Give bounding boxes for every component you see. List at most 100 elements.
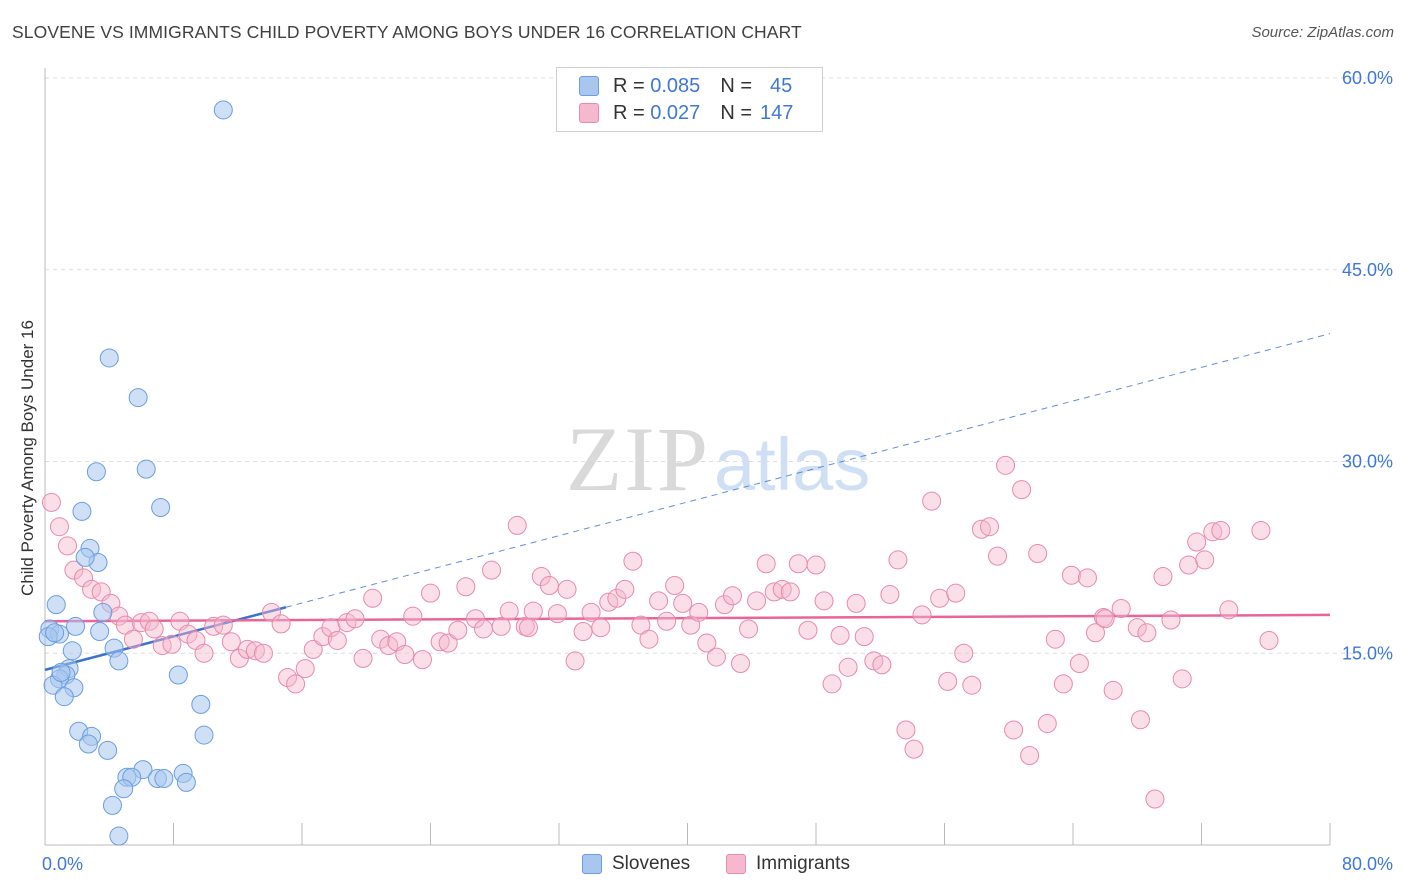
- immigrant-point: [1111, 599, 1131, 619]
- immigrant-point: [739, 619, 759, 639]
- immigrant-point: [838, 657, 858, 677]
- immigrant-point: [979, 517, 999, 537]
- slovene-point: [54, 687, 74, 707]
- immigrant-point: [1187, 532, 1207, 552]
- immigrant-point: [731, 653, 751, 673]
- immigrant-point: [123, 629, 143, 649]
- immigrant-point: [788, 554, 808, 574]
- immigrant-swatch: [579, 103, 599, 123]
- immigrant-point: [1130, 710, 1150, 730]
- immigrant-point: [1161, 610, 1181, 630]
- immigrant-point: [523, 601, 543, 621]
- immigrant-point: [756, 554, 776, 574]
- immigrant-point: [57, 536, 77, 556]
- watermark-atlas: atlas: [714, 423, 870, 506]
- n-value: 45: [770, 74, 793, 97]
- immigrant-point: [1219, 600, 1239, 620]
- immigrant-point: [539, 575, 559, 595]
- immigrant-point: [872, 655, 892, 675]
- x-tick-label: 80.0%: [1342, 854, 1393, 874]
- slovene-point: [213, 100, 233, 120]
- immigrant-point: [888, 550, 908, 570]
- immigrant-point: [896, 720, 916, 740]
- immigrant-point: [371, 629, 391, 649]
- slovene-point: [102, 795, 122, 815]
- immigrant-point: [591, 618, 611, 638]
- n-value: 147: [760, 101, 794, 124]
- immigrant-point: [245, 641, 265, 661]
- chart-title: SLOVENE VS IMMIGRANTS CHILD POVERTY AMON…: [12, 22, 802, 42]
- axes: [44, 68, 1331, 846]
- immigrant-point: [547, 604, 567, 624]
- immigrant-point: [518, 618, 538, 638]
- immigrant-point: [930, 588, 950, 608]
- slovene-point: [136, 459, 156, 479]
- immigrant-point: [798, 620, 818, 640]
- immigrant-point: [806, 555, 826, 575]
- immigrant-point: [465, 609, 485, 629]
- immigrant-point: [814, 591, 834, 611]
- immigrant-point: [49, 517, 69, 537]
- immigrant-point: [1061, 565, 1081, 585]
- y-tick-label: 30.0%: [1342, 452, 1393, 472]
- immigrant-point: [213, 615, 233, 635]
- slovene-point: [109, 651, 129, 671]
- immigrant-point: [1153, 567, 1173, 587]
- immigrant-point: [665, 575, 685, 595]
- immigrant-point: [1251, 521, 1271, 541]
- immigrant-point: [764, 582, 784, 602]
- y-tick-label: 45.0%: [1342, 260, 1393, 280]
- immigrant-point: [194, 643, 214, 663]
- slovene-point: [151, 498, 171, 518]
- immigrant-point: [1045, 629, 1065, 649]
- immigrant-point: [706, 647, 726, 667]
- slovene-points: [38, 100, 233, 846]
- immigrant-point: [144, 619, 164, 639]
- r-value: 0.085: [650, 74, 701, 97]
- slovene-point: [51, 662, 71, 682]
- immigrant-point: [830, 625, 850, 645]
- legend-item-immigrants[interactable]: Immigrants: [726, 850, 850, 878]
- immigrant-point: [996, 455, 1016, 475]
- immigrant-point: [1195, 550, 1215, 570]
- immigrant-point: [962, 675, 982, 695]
- immigrant-swatch: [726, 854, 746, 874]
- immigrant-point: [722, 586, 742, 606]
- immigrant-point: [74, 568, 94, 588]
- immigrant-point: [565, 651, 585, 671]
- immigrant-point: [1203, 522, 1223, 542]
- immigrant-point: [557, 579, 577, 599]
- r-label: R =: [613, 101, 645, 124]
- immigrant-point: [689, 602, 709, 622]
- immigrant-point: [286, 674, 306, 694]
- slovene-point: [99, 348, 119, 368]
- immigrant-point: [971, 519, 991, 539]
- immigrant-point: [1012, 480, 1032, 500]
- immigrant-point: [303, 639, 323, 659]
- slovene-point: [191, 694, 211, 714]
- immigrant-point: [162, 634, 182, 654]
- immigrant-point: [922, 491, 942, 511]
- immigrant-point: [1145, 789, 1165, 809]
- legend-label-slovenes: Slovenes: [612, 853, 691, 874]
- immigrant-point: [772, 579, 792, 599]
- legend-item-slovenes[interactable]: Slovenes: [582, 850, 690, 878]
- gridlines: [45, 77, 1390, 654]
- y-tick-label: 60.0%: [1342, 68, 1393, 88]
- immigrant-point: [1211, 521, 1231, 541]
- immigrant-point: [41, 492, 61, 512]
- immigrant-point: [1028, 544, 1048, 564]
- stats-legend: R = 0.085 N = 45 R = 0.027 N = 147: [556, 67, 823, 132]
- immigrant-point: [253, 643, 273, 663]
- slovene-point: [90, 622, 110, 642]
- slovene-point: [114, 779, 134, 799]
- immigrant-point: [1179, 555, 1199, 575]
- slovene-point: [168, 665, 188, 685]
- immigrant-point: [363, 588, 383, 608]
- slovene-trend-extension: [285, 333, 1331, 608]
- immigrant-point: [1259, 630, 1279, 650]
- immigrant-point: [482, 560, 502, 580]
- y-tick-labels: 15.0% 30.0% 45.0% 60.0%: [1342, 68, 1393, 663]
- immigrant-point: [395, 645, 415, 665]
